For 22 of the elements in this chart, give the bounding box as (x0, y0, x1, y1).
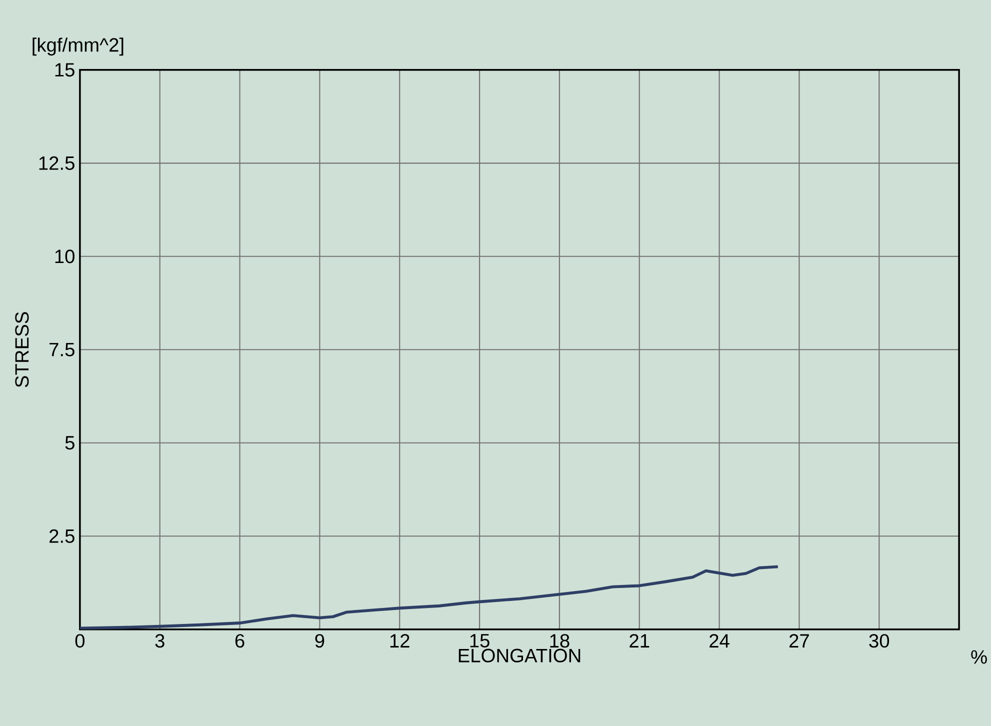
x-tick-label: 15 (470, 634, 490, 648)
x-tick-label: 12 (390, 634, 410, 648)
y-tick-label: 2.5 (50, 529, 74, 543)
x-tick-label: 30 (869, 634, 890, 648)
x-axis-title: ELONGATION (458, 648, 580, 662)
y-tick-label: 10 (55, 249, 74, 264)
x-tick-label: 18 (550, 634, 570, 648)
y-axis-title: STRESS (15, 312, 29, 388)
x-tick-label: 27 (790, 634, 809, 648)
y-tick-label: 7.5 (50, 342, 74, 356)
x-tick-label: 3 (155, 634, 164, 648)
line-series (80, 565, 780, 630)
text: % (971, 650, 987, 664)
x-tick-label: 6 (235, 634, 244, 648)
y-tick-label: 12.5 (39, 156, 74, 170)
x-tick-label: 9 (315, 634, 324, 648)
x-tick-label: 0 (75, 634, 85, 648)
x-tick-label: 24 (710, 634, 730, 648)
x-tick-label: 21 (630, 634, 650, 648)
text: [kgf/mm^2] (32, 38, 124, 56)
y-tick-label: 5 (65, 436, 74, 450)
y-tick-label: 15 (55, 63, 74, 76)
